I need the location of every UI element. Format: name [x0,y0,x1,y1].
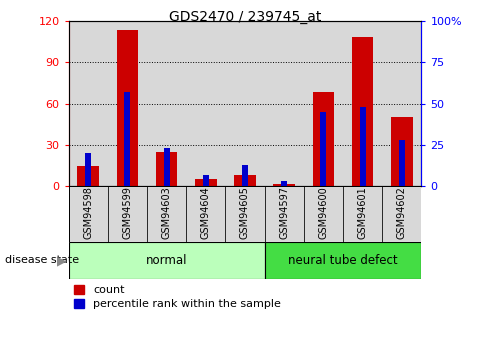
Bar [265,21,304,186]
Bar [124,92,130,186]
Bar [69,241,265,279]
Bar [108,21,147,186]
Bar [304,186,343,242]
Bar [273,184,295,186]
Bar [234,175,256,186]
Bar [265,241,421,279]
Bar [69,21,108,186]
Bar [391,117,413,186]
Text: GDS2470 / 239745_at: GDS2470 / 239745_at [169,10,321,24]
Bar [186,21,225,186]
Bar [304,21,343,186]
Bar [352,37,373,186]
Bar [382,21,421,186]
Text: GSM94604: GSM94604 [201,186,211,239]
Text: ▶: ▶ [57,254,67,267]
Bar [343,186,382,242]
Bar [265,186,304,242]
Text: neural tube defect: neural tube defect [288,254,398,267]
Text: GSM94598: GSM94598 [83,186,93,239]
Bar [147,186,186,242]
Bar [186,186,225,242]
Text: GSM94600: GSM94600 [318,186,328,239]
Bar [156,152,177,186]
Text: GSM94597: GSM94597 [279,186,289,239]
Text: GSM94603: GSM94603 [162,186,172,239]
Bar [313,92,334,186]
Bar [281,181,287,186]
Bar [117,30,138,186]
Bar [77,166,99,186]
Text: GSM94601: GSM94601 [358,186,368,239]
Bar [343,21,382,186]
Text: GSM94599: GSM94599 [122,186,132,239]
Bar [195,179,217,186]
Text: GSM94602: GSM94602 [397,186,407,239]
Bar [225,21,265,186]
Bar [85,153,91,186]
Bar [164,148,170,186]
Text: disease state: disease state [5,256,79,265]
Bar [69,186,108,242]
Bar [108,186,147,242]
Bar [225,186,265,242]
Bar [399,140,405,186]
Bar [360,107,366,186]
Text: normal: normal [146,254,187,267]
Legend: count, percentile rank within the sample: count, percentile rank within the sample [74,285,281,309]
Bar [382,186,421,242]
Bar [147,21,186,186]
Bar [320,112,326,186]
Bar [203,175,209,186]
Bar [242,165,248,186]
Text: GSM94605: GSM94605 [240,186,250,239]
